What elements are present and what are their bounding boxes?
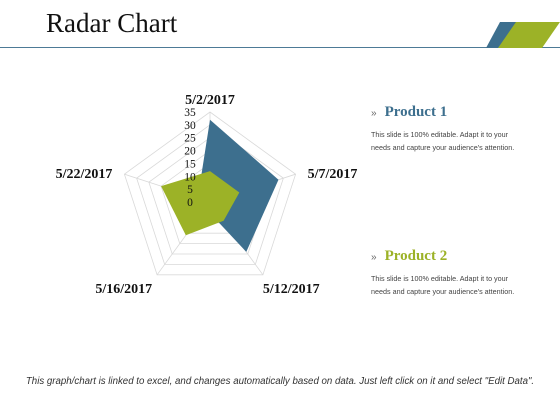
- brand-logo: [486, 22, 560, 48]
- legend-description: This slide is 100% editable. Adapt it to…: [371, 274, 515, 296]
- legend-title: Product 1: [384, 104, 448, 120]
- radar-series: [161, 119, 279, 252]
- grid-ring: [123, 111, 297, 276]
- legend-product-1: » Product 1 This slide is 100% editable.…: [371, 104, 541, 154]
- tick-label: 35: [184, 107, 196, 119]
- chevron-icon: »: [371, 108, 377, 119]
- tick-label: 20: [184, 146, 196, 158]
- radar-category-labels: 5/2/2017 5/7/2017 5/12/2017 5/16/2017 5/22/2…: [56, 93, 358, 297]
- category-label: 5/2/2017: [185, 93, 235, 108]
- tick-label: 0: [187, 197, 193, 209]
- series-area-product-2: [161, 171, 240, 236]
- category-label: 5/7/2017: [308, 167, 358, 182]
- tick-label: 30: [184, 120, 196, 132]
- category-label: 5/22/2017: [56, 167, 113, 182]
- grid-ring: [136, 124, 284, 265]
- legend-title: Product 2: [384, 248, 448, 264]
- legend-description: This slide is 100% editable. Adapt it to…: [371, 130, 515, 152]
- footer-note: This graph/chart is linked to excel, and…: [25, 376, 535, 387]
- legend-product-2: » Product 2 This slide is 100% editable.…: [371, 248, 541, 298]
- page-title: Radar Chart: [46, 8, 178, 38]
- title-rule: [0, 47, 560, 48]
- tick-label: 5: [187, 184, 193, 196]
- category-label: 5/12/2017: [263, 282, 320, 297]
- tick-label: 25: [184, 133, 196, 145]
- tick-label: 15: [184, 158, 196, 170]
- tick-label: 10: [184, 171, 196, 183]
- chevron-icon: »: [371, 252, 377, 263]
- category-label: 5/16/2017: [95, 282, 152, 297]
